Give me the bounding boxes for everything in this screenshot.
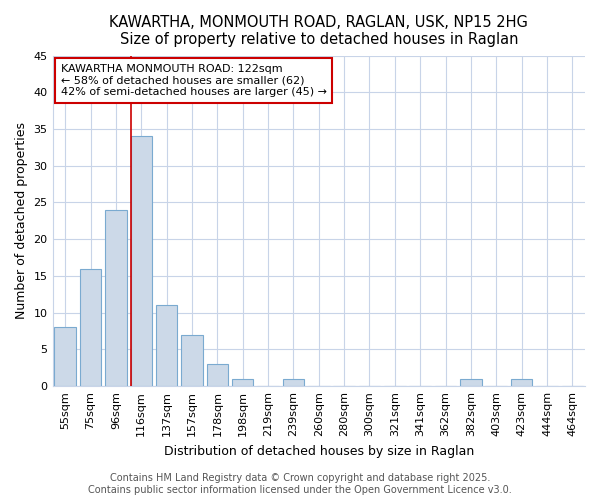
- Bar: [206, 364, 228, 386]
- Bar: [55, 328, 76, 386]
- Text: Contains HM Land Registry data © Crown copyright and database right 2025.
Contai: Contains HM Land Registry data © Crown c…: [88, 474, 512, 495]
- Bar: [232, 379, 253, 386]
- Bar: [181, 334, 203, 386]
- Bar: [511, 379, 532, 386]
- Bar: [460, 379, 482, 386]
- Bar: [80, 268, 101, 386]
- Bar: [283, 379, 304, 386]
- Bar: [105, 210, 127, 386]
- Bar: [156, 306, 178, 386]
- X-axis label: Distribution of detached houses by size in Raglan: Distribution of detached houses by size …: [164, 444, 474, 458]
- Title: KAWARTHA, MONMOUTH ROAD, RAGLAN, USK, NP15 2HG
Size of property relative to deta: KAWARTHA, MONMOUTH ROAD, RAGLAN, USK, NP…: [109, 15, 528, 48]
- Y-axis label: Number of detached properties: Number of detached properties: [15, 122, 28, 320]
- Text: KAWARTHA MONMOUTH ROAD: 122sqm
← 58% of detached houses are smaller (62)
42% of : KAWARTHA MONMOUTH ROAD: 122sqm ← 58% of …: [61, 64, 326, 97]
- Bar: [131, 136, 152, 386]
